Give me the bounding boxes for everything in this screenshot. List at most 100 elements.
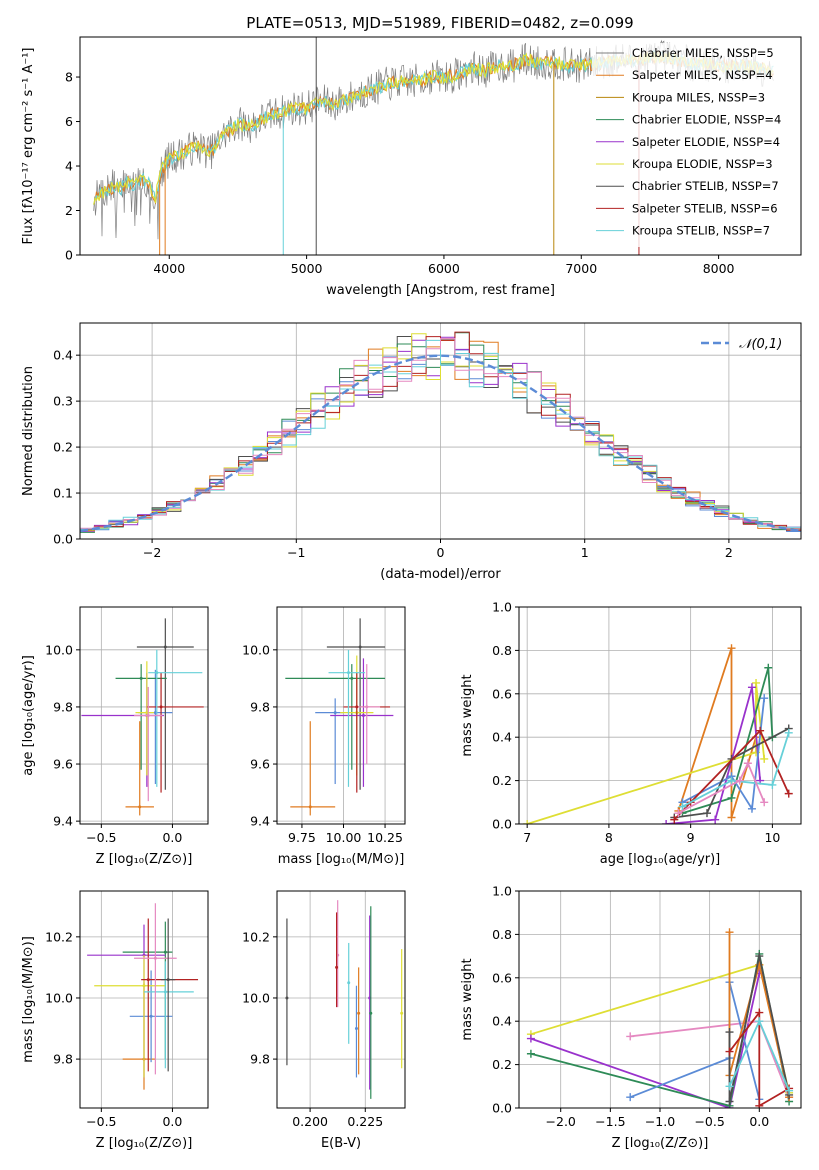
plus-marker: [764, 663, 773, 672]
x-tick-label: 9.75: [288, 830, 316, 845]
x-tick-label: 10.00: [326, 830, 362, 845]
y-tick-label: 6: [65, 114, 73, 129]
y-axis-label: mass weight: [460, 674, 475, 756]
plus-marker: [523, 820, 532, 824]
y-tick-label: 0.1: [53, 486, 73, 501]
data-point: [346, 671, 350, 675]
plot-area: [87, 903, 199, 1090]
legend-entry: Salpeter ELODIE, NSSP=4: [632, 135, 780, 149]
data-point: [350, 676, 354, 680]
x-tick-label: −1.0: [645, 1114, 675, 1129]
legend: Chabrier MILES, NSSP=5 Salpeter MILES, NS…: [592, 43, 797, 247]
x-tick-label: 1: [581, 545, 589, 560]
chart-massweight-vs-Z: −2.0 −1.5 −1.0 −0.5 0.0 0.0 0.2 0.4 0.6 0.8 1.0 Z […: [460, 884, 802, 1151]
series-line: [728, 932, 790, 1098]
plot-area: [81, 618, 204, 816]
x-tick-label: 0.225: [347, 1114, 383, 1129]
y-axis-label: Flux [fλ10⁻¹⁷ erg cm⁻² s⁻¹ A⁻¹]: [21, 48, 36, 245]
x-tick-label: 0.0: [749, 1114, 769, 1129]
data-point: [146, 714, 150, 717]
plus-marker: [760, 798, 769, 807]
x-axis-label: age [log₁₀(age/yr)]: [600, 852, 721, 867]
data-point: [361, 714, 365, 717]
plot-area: [80, 331, 801, 539]
series-line: [728, 1009, 790, 1108]
y-tick-label: 0.8: [492, 643, 512, 658]
y-tick-label: 10.0: [45, 990, 73, 1005]
y-tick-label: 0.2: [492, 773, 512, 788]
plus-marker: [727, 813, 736, 822]
x-axis-label: E(B-V): [321, 1136, 361, 1151]
axes-frame: [276, 890, 406, 1109]
axes-frame: [79, 36, 802, 256]
chart-spectrum: 4000 5000 6000 7000 8000 0 2 4 6 8 wavelength [Ang…: [21, 36, 802, 298]
y-axis-label: mass [log₁₀(M/M⊙)]: [21, 936, 36, 1063]
axes-frame: [79, 606, 209, 825]
series-line: [677, 647, 757, 818]
data-point: [308, 805, 312, 809]
y-tick-label: 1.0: [492, 884, 512, 899]
plus-marker: [747, 683, 756, 692]
axes-frame: [518, 606, 802, 825]
x-axis-label: Z [log₁₀(Z/Z⊙)]: [96, 1136, 193, 1151]
plus-marker: [678, 802, 687, 811]
y-tick-label: 10.2: [45, 929, 73, 944]
chart-mass-vs-ebv: 0.200 0.225 9.8 10.0 10.2 E(B-V): [242, 890, 406, 1151]
y-tick-label: 0.2: [53, 440, 73, 455]
plus-marker: [735, 776, 744, 785]
series-line: [682, 698, 766, 812]
x-tick-label: 2: [725, 545, 733, 560]
data-point: [146, 978, 150, 982]
data-point: [145, 711, 149, 715]
legend-entry: 𝒩(0,1): [739, 337, 782, 352]
y-tick-label: 0.2: [492, 1057, 512, 1072]
y-tick-label: 10.0: [242, 990, 270, 1005]
x-tick-label: 9: [687, 830, 695, 845]
gaussian-curve: [80, 354, 801, 533]
data-point: [155, 671, 159, 675]
plus-marker: [626, 1032, 635, 1041]
y-tick-label: 0: [65, 248, 73, 263]
y-tick-label: 0.0: [492, 817, 512, 832]
x-tick-label: −1: [287, 545, 305, 560]
x-tick-label: 8000: [703, 261, 735, 276]
axes-frame: [276, 606, 406, 825]
plus-marker: [674, 809, 683, 818]
plus-marker: [725, 1047, 734, 1056]
figure-title: PLATE=0513, MJD=51989, FIBERID=0482, z=0…: [246, 14, 633, 32]
x-tick-label: −2.0: [546, 1114, 576, 1129]
x-tick-label: 4000: [153, 261, 185, 276]
y-tick-label: 9.6: [53, 757, 73, 772]
y-tick-label: 9.8: [53, 1052, 73, 1067]
series-line: [530, 973, 761, 1108]
series-line: [682, 667, 774, 814]
data-point: [153, 711, 157, 715]
plus-marker: [755, 1017, 764, 1026]
legend-entry: Kroupa ELODIE, NSSP=3: [632, 157, 773, 171]
data-point: [335, 965, 339, 969]
data-point: [163, 950, 167, 954]
data-point: [369, 1011, 373, 1015]
data-point: [159, 705, 163, 709]
legend-entry: Chabrier MILES, NSSP=5: [632, 46, 774, 60]
x-tick-label: −0.5: [694, 1114, 724, 1129]
data-point: [163, 645, 167, 649]
data-point: [355, 705, 359, 709]
plus-marker: [725, 1082, 734, 1091]
y-tick-label: 9.8: [250, 1052, 270, 1067]
legend-box: [592, 43, 797, 247]
plus-marker: [725, 928, 734, 937]
series-line: [629, 981, 761, 1100]
plus-marker: [756, 726, 765, 735]
chart-age-vs-Z: −0.5 0.0 9.4 9.6 9.8 10.0 Z [log₁₀(Z/Z⊙)] age […: [21, 606, 209, 867]
y-tick-label: 10.2: [242, 929, 270, 944]
y-tick-label: 0.0: [53, 532, 73, 547]
x-axis-label: mass [log₁₀(M/M⊙)]: [278, 852, 405, 867]
legend-entry: Chabrier STELIB, NSSP=7: [632, 179, 779, 193]
plus-marker: [703, 809, 711, 818]
plus-marker: [760, 694, 769, 703]
legend-entry: Salpeter MILES, NSSP=4: [632, 68, 773, 82]
x-axis-label: wavelength [Angstrom, rest frame]: [326, 283, 555, 298]
legend-entry: Kroupa STELIB, NSSP=7: [632, 224, 770, 238]
